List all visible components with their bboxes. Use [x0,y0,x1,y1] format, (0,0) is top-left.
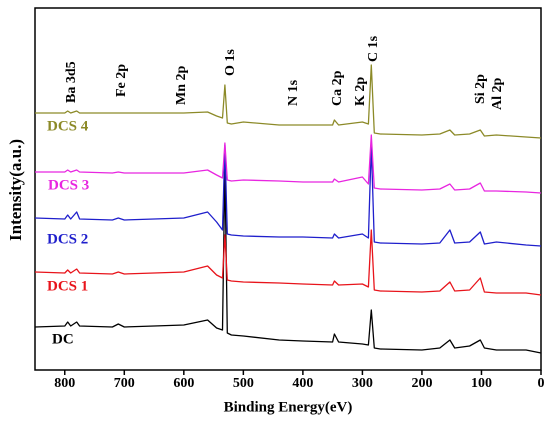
peak-label: Si 2p [473,74,488,104]
peak-label: N 1s [286,79,301,106]
peak-label: K 2p [353,77,368,106]
y-axis-label: Intensity(a.u.) [6,139,25,241]
legend-label: DCS 1 [47,278,88,294]
peak-label: O 1s [223,49,238,76]
spectrum-line [35,64,542,139]
spectrum-line [35,134,542,194]
peak-label: Ba 3d5 [64,61,79,103]
x-tick-label: 100 [471,376,492,391]
legend-label: DC [52,331,74,347]
spectrum-line [34,144,542,247]
spectrum-line [34,164,542,354]
legend-label: DCS 2 [47,231,88,247]
spectrum-line [34,229,542,296]
x-tick-label: 0 [538,376,545,391]
peak-label: Al 2p [490,78,505,111]
x-tick-label: 500 [233,376,254,391]
x-tick-label: 600 [173,376,194,391]
x-tick-label: 700 [114,376,135,391]
x-tick-label: 800 [54,376,75,391]
x-tick-label: 400 [292,376,313,391]
plot-frame [34,7,542,371]
peak-label: Mn 2p [174,66,189,106]
legend-label: DCS 3 [48,177,89,193]
peak-label: Fe 2p [114,64,129,97]
x-tick-label: 200 [411,376,432,391]
peak-label: Ca 2p [330,70,345,106]
peak-label: C 1s [366,35,381,62]
x-axis-label: Binding Energy(eV) [224,399,353,415]
legend-label: DCS 4 [47,118,89,134]
x-tick-label: 300 [352,376,373,391]
